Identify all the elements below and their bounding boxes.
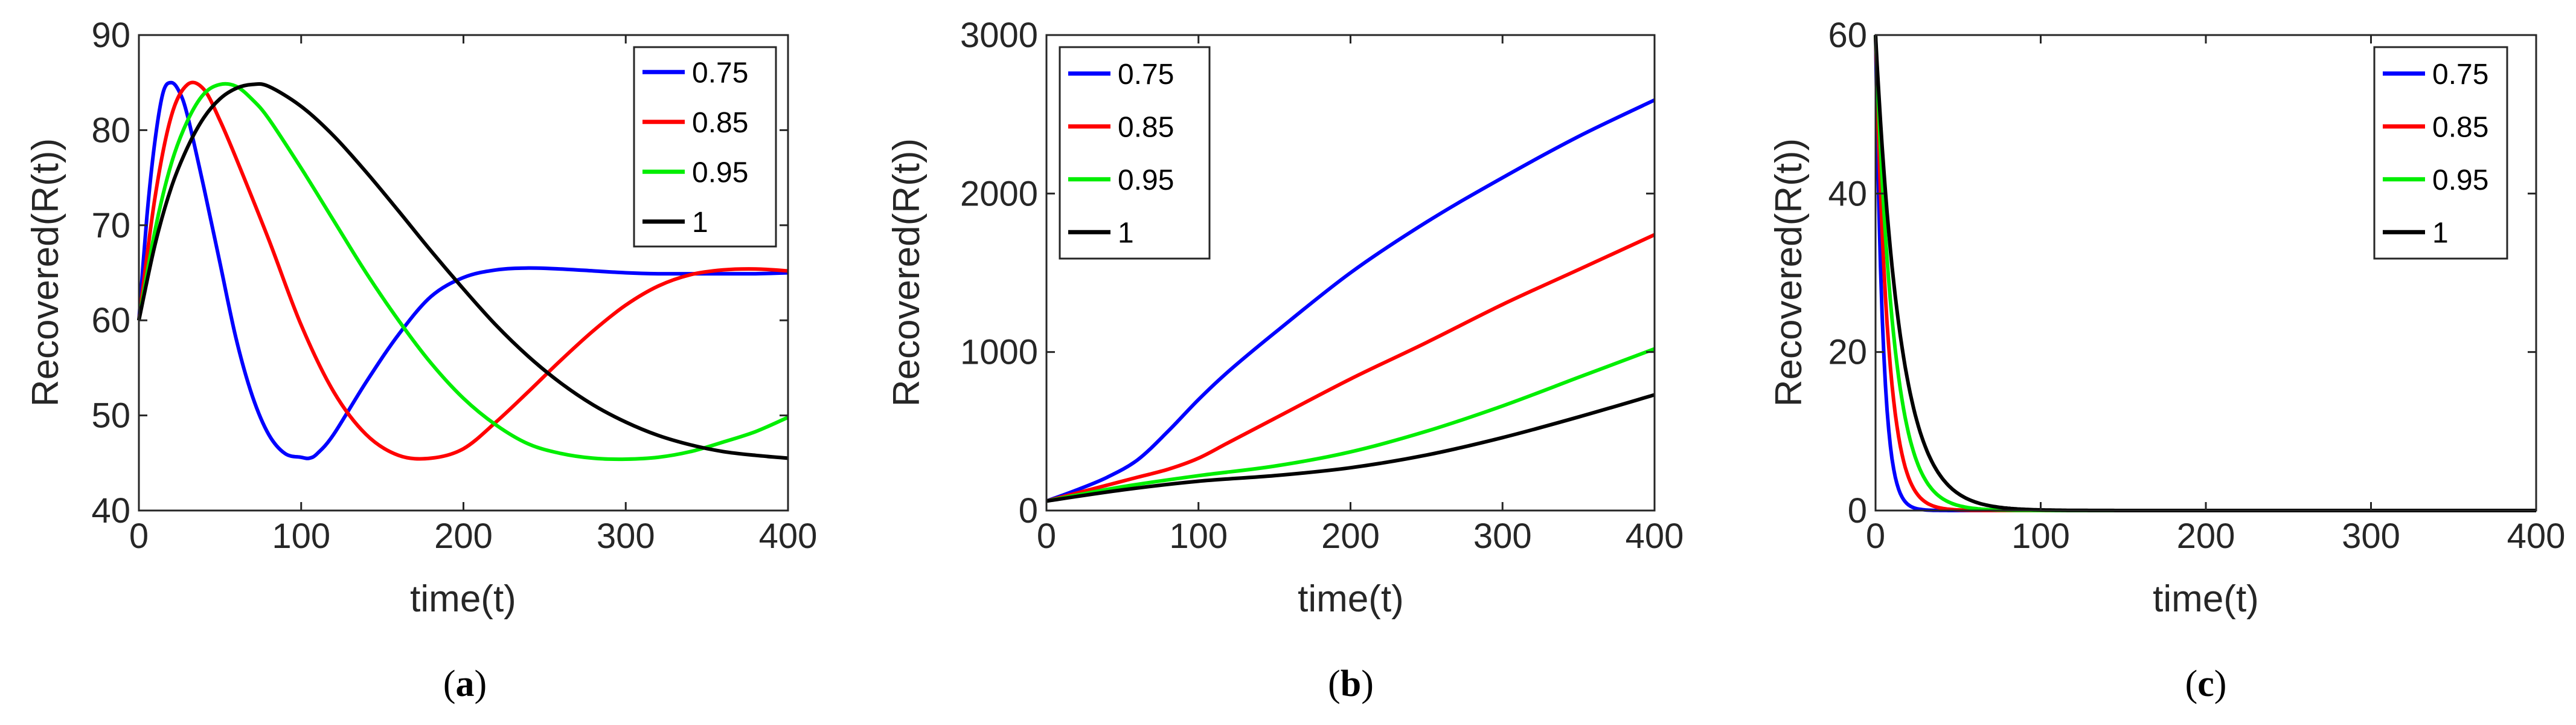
subplot-caption: (b) <box>1328 663 1374 704</box>
series-lines <box>1045 98 1656 503</box>
y-tick-label: 0 <box>1848 491 1867 530</box>
caption-letter: b <box>1341 663 1361 704</box>
series-line-0-95 <box>137 82 789 462</box>
x-tick-label: 200 <box>1321 517 1380 556</box>
y-tick-label: 90 <box>91 16 130 55</box>
series-line-0-75 <box>1045 98 1656 503</box>
y-axis-label: Recovered(R(t)) <box>25 138 66 407</box>
legend-entry-label: 1 <box>2432 217 2449 249</box>
legend-entry-label: 0.85 <box>2432 111 2488 143</box>
series-lines <box>137 80 789 462</box>
x-tick-label: 400 <box>759 517 818 556</box>
caption-open-paren: ( <box>2185 663 2198 704</box>
x-axis-label: time(t) <box>1298 578 1404 620</box>
legend-entry-label: 0.75 <box>692 57 748 89</box>
series-line-1 <box>137 82 789 460</box>
caption-close-paren: ) <box>1361 663 1374 704</box>
legend-entry-label: 0.95 <box>2432 164 2488 196</box>
legend-entry-label: 0.85 <box>692 107 748 139</box>
series-line-0-95 <box>1046 347 1656 503</box>
legend-entry-label: 0.95 <box>1118 164 1174 196</box>
caption-open-paren: ( <box>443 663 456 704</box>
x-tick-label: 400 <box>1626 517 1684 556</box>
series-line-0-75 <box>137 80 789 460</box>
subplot-caption: (a) <box>443 663 487 704</box>
legend-entry-label: 0.75 <box>1118 59 1174 91</box>
caption-letter: a <box>456 663 475 704</box>
x-tick-label: 300 <box>2342 517 2400 556</box>
x-tick-label: 100 <box>1169 517 1228 556</box>
y-tick-label: 70 <box>91 206 130 245</box>
y-tick-label: 60 <box>1828 16 1867 55</box>
x-tick-label: 300 <box>597 517 655 556</box>
x-axis-label: time(t) <box>2153 578 2259 620</box>
legend-box <box>633 46 777 248</box>
legend: 0.75 0.85 0.95 1 <box>1059 46 1211 260</box>
x-tick-label: 0 <box>1866 517 1885 556</box>
subplot-caption: (c) <box>2185 663 2227 704</box>
series-line-0-85 <box>1046 233 1656 503</box>
subplot-a: 0 100 200 300 400 40 50 60 70 80 90 time(t) Recovere… <box>25 16 817 704</box>
series-line-0-85 <box>137 80 789 461</box>
x-tick-label: 200 <box>434 517 493 556</box>
y-axis-label: Recovered(R(t)) <box>1768 138 1810 407</box>
legend-entry-label: 0.85 <box>1118 111 1174 143</box>
y-axis-label: Recovered(R(t)) <box>886 138 928 407</box>
subplot-b: 0 100 200 300 400 0 1000 2000 3000 time(t) Recover… <box>886 16 1684 704</box>
x-tick-label: 100 <box>272 517 330 556</box>
x-tick-label: 200 <box>2177 517 2235 556</box>
legend: 0.75 0.85 0.95 1 <box>2373 46 2508 260</box>
legend-entry-label: 0.95 <box>692 156 748 188</box>
caption-close-paren: ) <box>475 663 487 704</box>
x-tick-label: 100 <box>2011 517 2070 556</box>
y-tick-label: 1000 <box>960 333 1038 372</box>
y-tick-label: 50 <box>91 396 130 436</box>
caption-close-paren: ) <box>2214 663 2227 704</box>
legend-entry-label: 1 <box>1118 217 1134 249</box>
y-tick-label: 20 <box>1828 333 1867 372</box>
legend: 0.75 0.85 0.95 1 <box>633 46 777 248</box>
caption-open-paren: ( <box>1328 663 1341 704</box>
y-tick-label: 40 <box>91 491 130 530</box>
series-line-1 <box>1046 393 1655 503</box>
caption-letter: c <box>2197 663 2214 704</box>
x-axis-label: time(t) <box>410 578 516 620</box>
x-tick-label: 300 <box>1473 517 1532 556</box>
y-tick-label: 0 <box>1019 491 1038 530</box>
legend-entry-label: 0.75 <box>2432 59 2488 91</box>
y-tick-label: 3000 <box>960 16 1038 55</box>
legend-box <box>1059 46 1211 260</box>
x-tick-label: 0 <box>1037 517 1056 556</box>
y-tick-label: 60 <box>91 301 130 340</box>
y-tick-label: 40 <box>1828 174 1867 213</box>
subplot-c: 0 100 200 300 400 0 20 40 60 time(t) Recovered(R(t… <box>1768 16 2565 704</box>
y-tick-label: 2000 <box>960 174 1038 213</box>
y-tick-label: 80 <box>91 111 130 150</box>
legend-entry-label: 1 <box>692 207 708 239</box>
x-tick-label: 400 <box>2507 517 2566 556</box>
x-tick-label: 0 <box>129 517 149 556</box>
legend-box <box>2373 46 2508 260</box>
